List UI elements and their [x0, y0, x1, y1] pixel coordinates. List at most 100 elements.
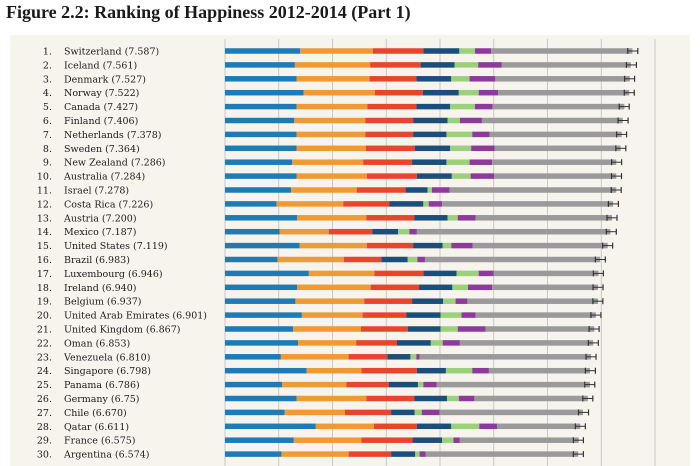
- bar-segment: [346, 381, 389, 388]
- bar-segment: [424, 256, 601, 263]
- country-label: Canada (7.427): [64, 102, 138, 113]
- error-bars: [572, 48, 639, 458]
- bar-segment: [374, 270, 424, 277]
- bar-segment: [356, 340, 397, 346]
- bar-segment: [455, 298, 468, 304]
- bar-segment: [459, 48, 475, 54]
- bar-segment: [413, 117, 448, 124]
- bar-segment: [409, 228, 417, 235]
- grid-lines: [224, 39, 656, 466]
- bar-segment: [366, 173, 417, 179]
- bar-segment: [457, 215, 476, 221]
- bar-segment: [296, 103, 368, 110]
- bar-segment: [225, 270, 309, 277]
- country-label: Singapore (6.798): [64, 366, 151, 377]
- bar-segment: [417, 256, 425, 263]
- bar-segment: [458, 395, 475, 402]
- bar-segment: [446, 395, 459, 402]
- bar-segment: [367, 103, 417, 110]
- bar-segment: [440, 326, 458, 332]
- bar-segment: [296, 131, 366, 138]
- bar-segment: [412, 159, 447, 165]
- bar-segment: [369, 76, 417, 82]
- rank-label: 22.: [37, 338, 52, 349]
- country-label: Iceland (7.561): [64, 60, 137, 71]
- bar-segment: [292, 159, 364, 165]
- bar-segment: [295, 298, 365, 304]
- bar-segment: [406, 312, 441, 318]
- country-label: Norway (7.522): [64, 88, 139, 99]
- country-label: Israel (7.278): [64, 186, 129, 197]
- country-label: United Kingdom (6.867): [64, 325, 180, 336]
- bar-segment: [492, 284, 599, 291]
- bar-segment: [225, 201, 277, 207]
- bar-segment: [225, 354, 281, 360]
- bar-segment: [472, 131, 490, 138]
- country-label: Denmark (7.527): [64, 74, 146, 85]
- bar-segment: [474, 48, 492, 54]
- country-label: Sweden (7.364): [64, 144, 140, 155]
- bar-segment: [391, 451, 416, 457]
- bar-segment: [308, 270, 375, 277]
- country-label: United States (7.119): [64, 241, 168, 252]
- bar-segment: [366, 215, 415, 221]
- bar-segment: [436, 381, 590, 388]
- bar-segment: [370, 284, 420, 291]
- bar-segment: [442, 242, 452, 249]
- bar-segment: [374, 89, 423, 96]
- bar-segment: [419, 354, 592, 360]
- bar-segment: [387, 354, 411, 360]
- bar-segment: [225, 62, 295, 68]
- bar-segment: [446, 159, 470, 165]
- bar-segment: [451, 76, 470, 82]
- bar-segment: [225, 256, 278, 263]
- bar-segment: [225, 145, 297, 152]
- bar-segment: [492, 159, 617, 165]
- country-label: Qatar (6.611): [64, 422, 129, 433]
- bar-segment: [474, 395, 588, 402]
- bar-segment: [410, 354, 417, 360]
- bar-segment: [427, 187, 432, 193]
- bar-segment: [348, 451, 392, 457]
- bar-segment: [366, 395, 415, 402]
- bar-segment: [388, 381, 418, 388]
- country-label: Argentina (6.574): [63, 450, 150, 461]
- bar-segment: [361, 437, 413, 443]
- bar-segment: [356, 187, 406, 193]
- rank-label: 14.: [37, 227, 52, 238]
- country-label: Netherlands (7.378): [64, 130, 161, 141]
- rank-label: 1.: [43, 47, 52, 58]
- bar-segment: [443, 298, 456, 304]
- bar-segment: [225, 215, 298, 221]
- bar-segment: [431, 187, 450, 193]
- bar-segment: [413, 242, 443, 249]
- bar-segment: [416, 367, 446, 374]
- bar-segment: [298, 340, 357, 346]
- bar-segment: [225, 228, 280, 235]
- bar-segment: [416, 423, 452, 430]
- bar-segment: [225, 367, 307, 374]
- bar-segment: [478, 270, 494, 277]
- country-label: Austria (7.200): [63, 213, 137, 224]
- rank-label: 17.: [37, 269, 52, 280]
- bar-segment: [225, 76, 297, 82]
- bar-segment: [225, 381, 282, 388]
- bar-segment: [296, 173, 367, 179]
- bar-segment: [423, 48, 460, 54]
- bar-segment: [451, 242, 473, 249]
- bar-segment: [225, 173, 297, 179]
- bar-segment: [348, 354, 388, 360]
- bar-segment: [467, 298, 599, 304]
- bar-segment: [469, 76, 496, 82]
- bar-segment: [501, 62, 631, 68]
- rank-label: 2.: [43, 60, 52, 71]
- country-label: Venezuela (6.810): [63, 352, 150, 363]
- bar-segment: [415, 451, 420, 457]
- country-label: Australia (7.284): [63, 172, 145, 183]
- bar-segment: [447, 215, 458, 221]
- bar-segment: [365, 145, 415, 152]
- bar-segment: [412, 298, 444, 304]
- bar-segment: [450, 145, 472, 152]
- rank-label: 21.: [37, 325, 52, 336]
- country-label: Chile (6.670): [64, 408, 127, 419]
